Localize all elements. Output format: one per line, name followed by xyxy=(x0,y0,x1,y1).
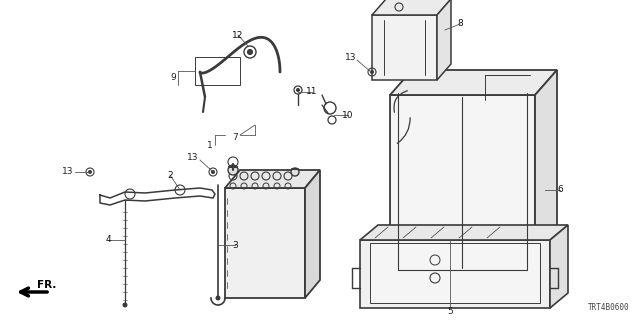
Text: 4: 4 xyxy=(105,236,111,244)
Bar xyxy=(195,57,240,85)
Text: FR.: FR. xyxy=(37,280,56,290)
Text: TRT4B0600: TRT4B0600 xyxy=(588,303,630,312)
Text: 5: 5 xyxy=(447,308,453,316)
Polygon shape xyxy=(372,0,451,15)
Circle shape xyxy=(371,70,374,74)
Text: 7: 7 xyxy=(232,132,238,141)
Text: 13: 13 xyxy=(62,167,74,177)
Text: 13: 13 xyxy=(188,153,199,162)
Polygon shape xyxy=(225,170,320,188)
Text: 9: 9 xyxy=(170,73,176,82)
Polygon shape xyxy=(305,170,320,298)
Circle shape xyxy=(296,89,300,92)
Text: 8: 8 xyxy=(457,20,463,28)
Text: 12: 12 xyxy=(232,30,244,39)
Circle shape xyxy=(248,50,253,54)
Bar xyxy=(390,95,535,280)
Text: 11: 11 xyxy=(307,87,317,97)
Polygon shape xyxy=(437,0,451,80)
Text: 1: 1 xyxy=(207,140,213,149)
Bar xyxy=(225,188,305,298)
Circle shape xyxy=(123,303,127,307)
Circle shape xyxy=(228,165,238,175)
Circle shape xyxy=(291,168,299,176)
Circle shape xyxy=(211,171,214,173)
Polygon shape xyxy=(550,225,568,308)
Circle shape xyxy=(88,171,92,173)
Text: 13: 13 xyxy=(345,53,356,62)
Polygon shape xyxy=(360,240,550,308)
Polygon shape xyxy=(535,70,557,280)
Circle shape xyxy=(216,296,220,300)
Text: 10: 10 xyxy=(342,110,354,119)
Text: 6: 6 xyxy=(557,186,563,195)
Polygon shape xyxy=(390,70,557,95)
Polygon shape xyxy=(360,225,568,240)
Bar xyxy=(370,243,540,303)
Text: 2: 2 xyxy=(167,171,173,180)
Bar xyxy=(372,15,437,80)
Text: 3: 3 xyxy=(232,241,238,250)
